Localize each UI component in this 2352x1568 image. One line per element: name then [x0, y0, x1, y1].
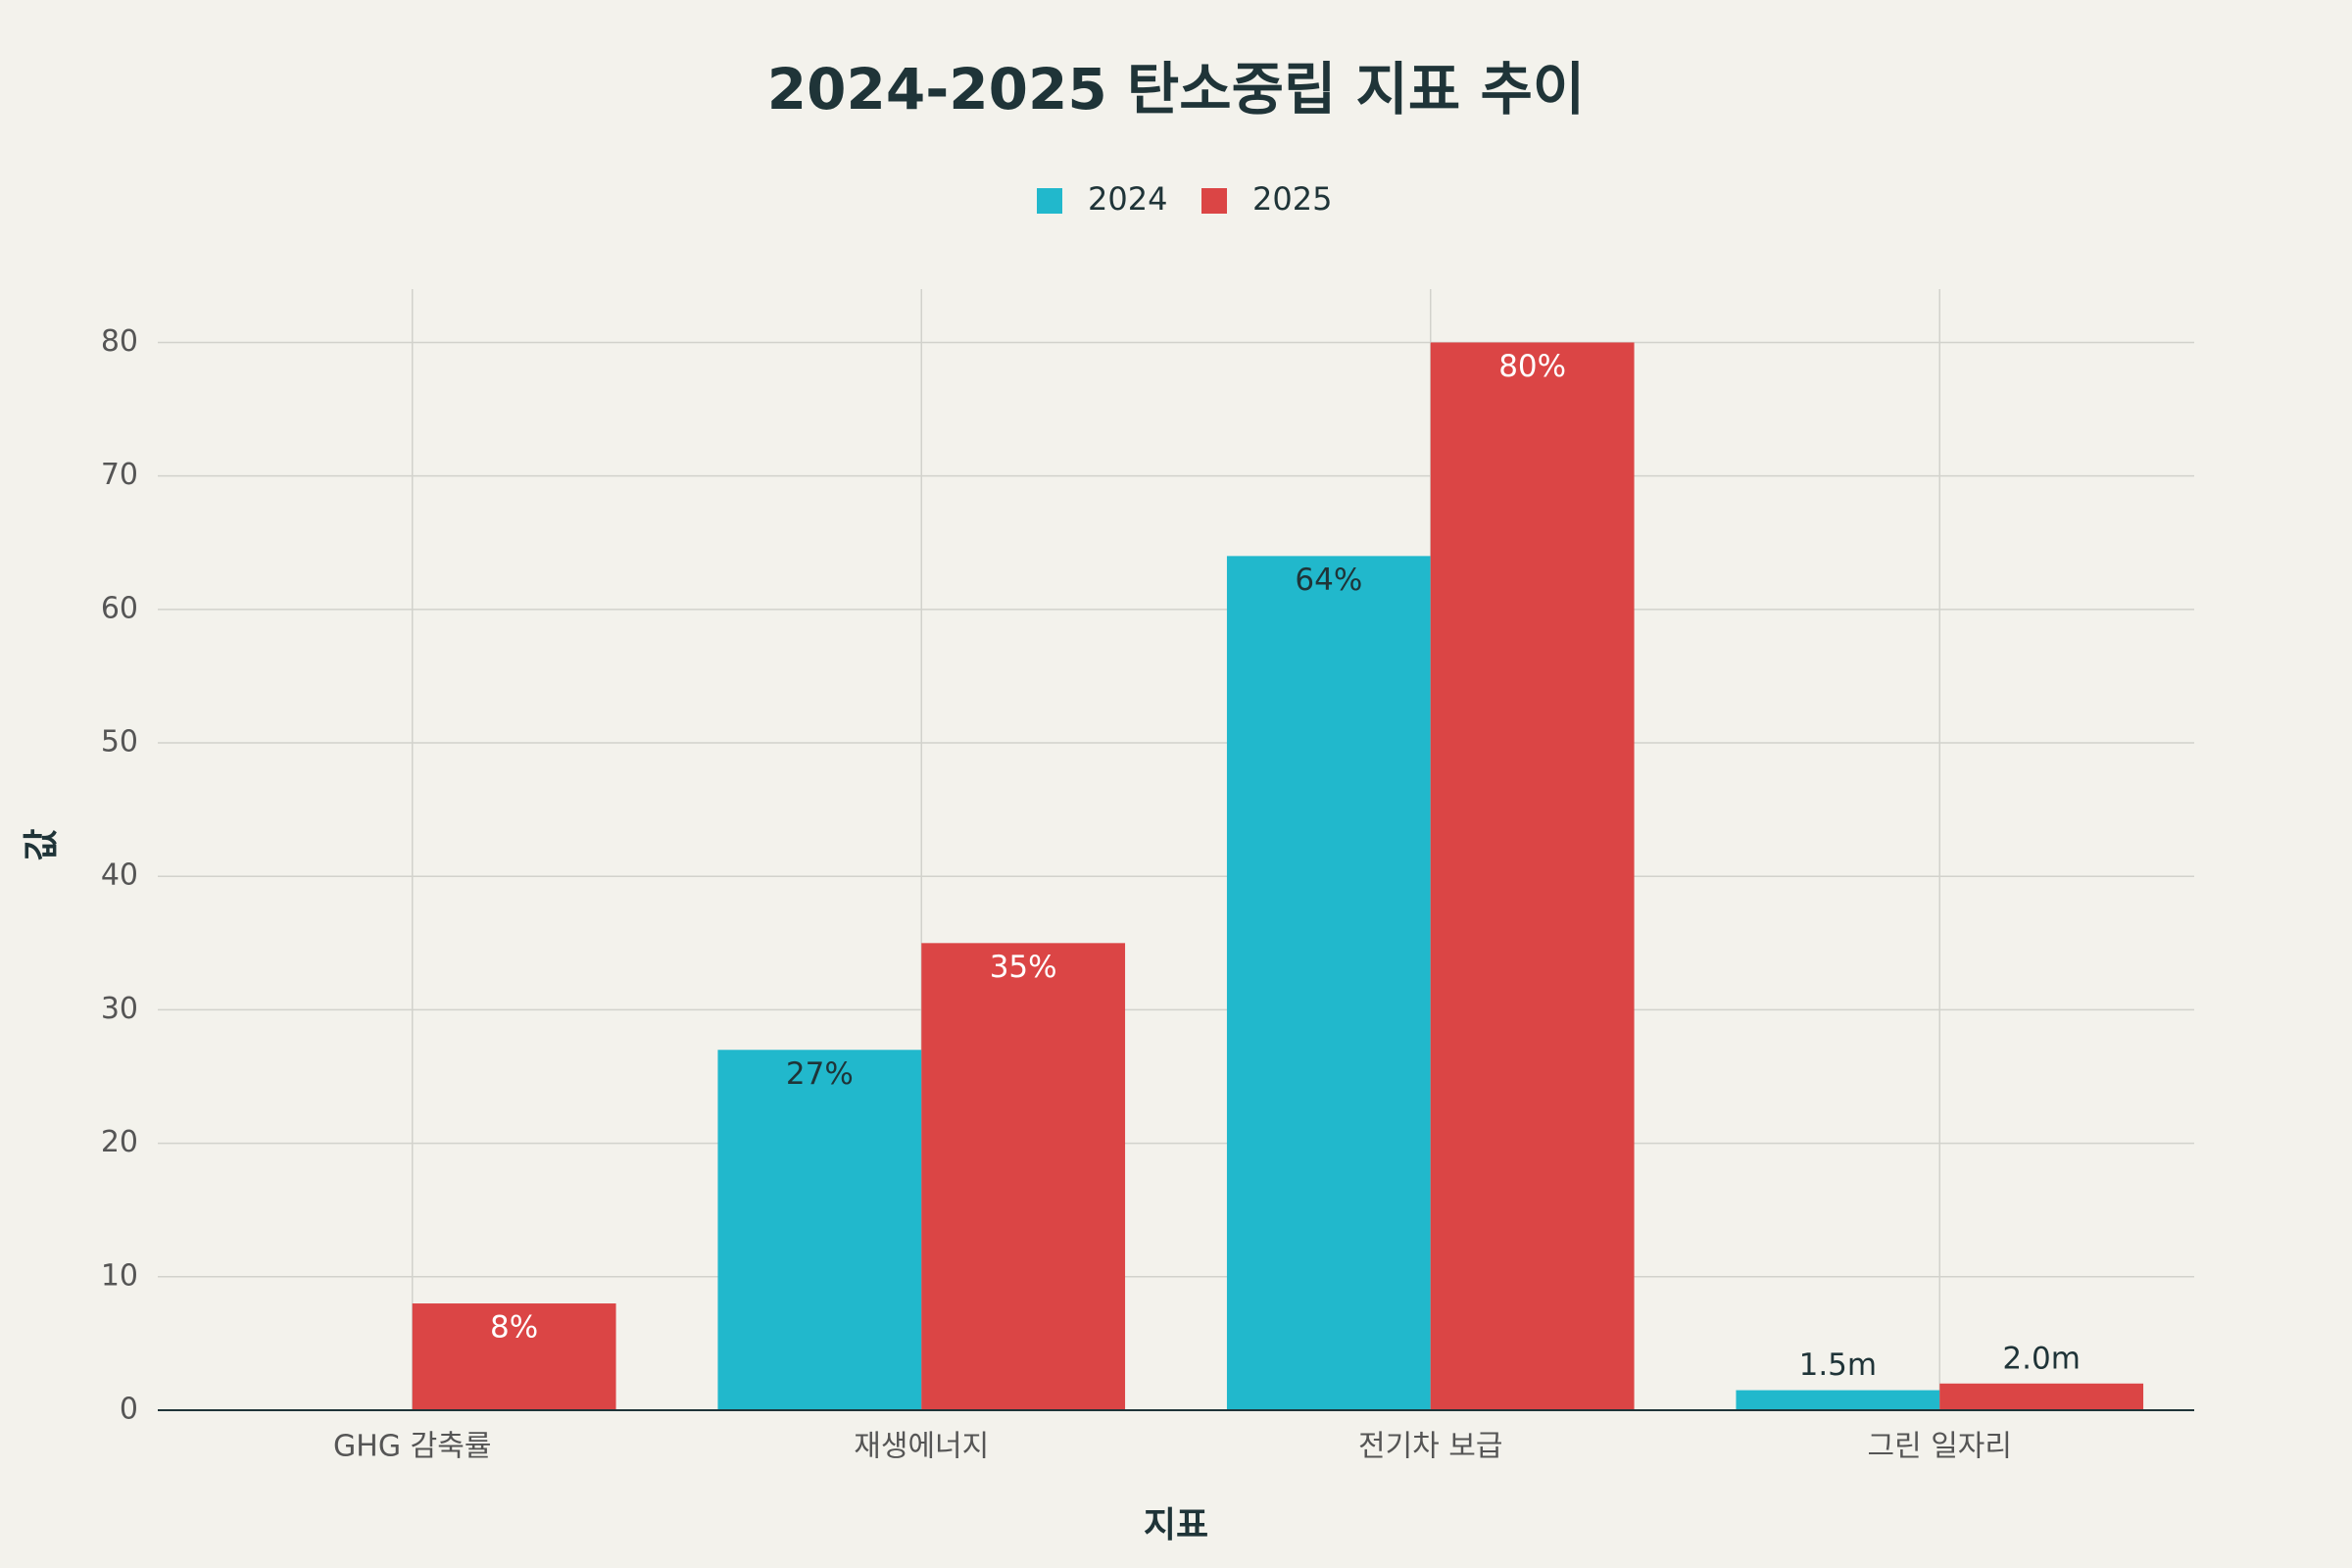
- bar: [412, 1303, 616, 1410]
- bar: [1430, 342, 1635, 1410]
- x-tick-label: 그린 일자리: [1867, 1430, 2012, 1464]
- data-label: 1.5m: [1799, 1348, 1878, 1383]
- y-tick-label: 70: [101, 458, 138, 492]
- y-tick-label: 0: [120, 1393, 138, 1427]
- x-tick-label: 재생에너지: [854, 1430, 989, 1464]
- legend-label: 2024: [1088, 180, 1167, 218]
- bar: [1939, 1383, 2144, 1410]
- chart-title: 2024-2025 탄소중립 지표 추이: [767, 56, 1585, 122]
- data-label: 35%: [990, 950, 1057, 985]
- y-tick-label: 40: [101, 858, 138, 893]
- y-tick-label: 30: [101, 992, 138, 1026]
- x-tick-label: GHG 감축률: [333, 1430, 491, 1464]
- data-label: 80%: [1498, 349, 1566, 384]
- legend-swatch: [1037, 188, 1062, 214]
- bar: [717, 1050, 922, 1410]
- y-tick-label: 20: [101, 1125, 138, 1159]
- data-label: 64%: [1295, 563, 1362, 598]
- y-axis-title: 값: [22, 828, 62, 860]
- x-axis-title: 지표: [1144, 1505, 1208, 1545]
- legend-swatch: [1201, 188, 1227, 214]
- y-tick-label: 10: [101, 1258, 138, 1293]
- x-tick-label: 전기차 보급: [1358, 1430, 1503, 1464]
- data-label: 2.0m: [2002, 1341, 2081, 1376]
- bar: [1736, 1390, 1940, 1410]
- y-tick-label: 60: [101, 591, 138, 625]
- y-tick-label: 80: [101, 324, 138, 359]
- bar: [1226, 556, 1431, 1410]
- y-tick-label: 50: [101, 725, 138, 760]
- data-label: 27%: [786, 1056, 854, 1092]
- legend-label: 2025: [1252, 180, 1332, 218]
- data-label: 8%: [490, 1310, 538, 1346]
- bar: [921, 943, 1126, 1410]
